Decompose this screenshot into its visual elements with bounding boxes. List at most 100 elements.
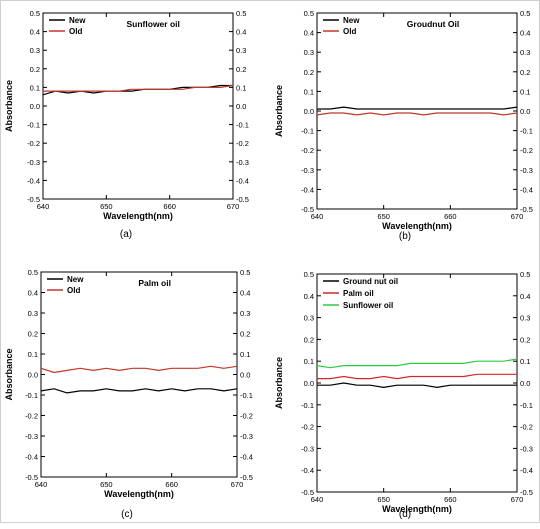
y-tick-label-left: -0.2 [301,423,314,432]
series-line-sunflower-oil [316,358,518,369]
x-tick-label: 650 [377,495,390,504]
chart-title: Palm oil [138,278,171,288]
plot-frame [316,12,518,210]
y-tick-label-right: 0.3 [236,46,246,55]
panel-caption: (c) [121,509,133,520]
legend-label: Palm oil [343,289,374,298]
y-tick-label-right: -0.3 [240,432,253,441]
y-tick-label-left: 0.0 [28,371,38,380]
y-tick-label-right: -0.5 [520,488,533,497]
y-tick-label-right: 0.2 [236,65,246,74]
y-tick-label-left: -0.4 [25,453,38,462]
y-tick-label-right: 0.0 [520,107,530,116]
x-axis-label: Wavelength(nm) [103,211,173,221]
y-tick-label-left: -0.1 [301,127,314,136]
legend-label: New [69,16,86,25]
x-tick-label: 640 [37,202,50,211]
y-tick-label-right: -0.3 [520,166,533,175]
legend-label: Old [67,286,80,295]
panel-d: -0.5 -0.5 -0.4 -0.4 -0.3 -0.3 -0.2 -0.2 -0.1 -0.1… [271,259,540,524]
x-tick-label: 640 [311,212,324,221]
series-line-new [40,388,238,394]
x-tick-label: 660 [163,202,176,211]
legend-label: New [343,16,360,25]
y-tick-label-left: 0.0 [30,102,40,111]
y-tick-label-right: -0.3 [520,444,533,453]
y-tick-label-left: 0.5 [304,270,314,279]
y-tick-label-right: 0.1 [236,83,246,92]
y-tick-label-right: 0.0 [520,379,530,388]
panel-c: -0.5 -0.5 -0.4 -0.4 -0.3 -0.3 -0.2 -0.2 -0.1 -0.1… [1,259,271,524]
chart-title: Sunflower oil [127,19,180,29]
y-tick-label-left: -0.5 [27,195,40,204]
panel-caption: (d) [399,509,411,520]
y-tick-label-left: 0.3 [304,314,314,323]
y-tick-label-right: 0.5 [240,268,250,277]
y-tick-label-right: -0.1 [520,127,533,136]
y-tick-label-right: -0.5 [240,473,253,482]
y-tick-label-left: 0.2 [304,68,314,77]
x-tick-label: 650 [100,202,113,211]
y-tick-label-left: -0.5 [301,205,314,214]
y-axis-label: Absorbance [4,80,14,132]
y-tick-label-right: 0.4 [240,289,250,298]
series-line-palm-oil [317,373,517,380]
y-tick-label-right: -0.4 [240,453,253,462]
y-tick-label-left: -0.4 [301,466,314,475]
y-tick-label-right: 0.3 [520,48,530,57]
y-tick-label-left: 0.0 [304,379,314,388]
y-tick-label-left: 0.1 [304,87,314,96]
legend-label: New [67,275,84,284]
y-tick-label-left: -0.2 [27,139,40,148]
y-tick-label-right: 0.0 [236,102,246,111]
plot-frame [42,12,234,200]
y-tick-label-right: -0.5 [520,205,533,214]
x-tick-label: 650 [100,480,113,489]
y-tick-label-right: -0.2 [236,139,249,148]
y-tick-label-left: 0.2 [28,330,38,339]
chart-svg: -0.5 -0.5 -0.4 -0.4 -0.3 -0.3 -0.2 -0.2 -0.1 -0.1… [4,268,253,520]
panel-a: -0.5 -0.5 -0.4 -0.4 -0.3 -0.3 -0.2 -0.2 -0.1 -0.1… [1,1,271,251]
x-tick-label: 670 [227,202,240,211]
y-tick-label-right: 0.1 [520,357,530,366]
x-tick-label: 660 [165,480,178,489]
y-tick-label-left: 0.1 [28,350,38,359]
y-tick-label-right: -0.1 [240,391,253,400]
y-tick-label-left: -0.2 [25,412,38,421]
y-tick-label-left: -0.4 [301,185,314,194]
series-line-old [40,365,238,374]
chart-svg: -0.5 -0.5 -0.4 -0.4 -0.3 -0.3 -0.2 -0.2 -0.1 -0.1… [274,270,533,520]
y-tick-label-left: -0.5 [301,488,314,497]
y-tick-label-right: 0.5 [520,270,530,279]
y-tick-label-left: -0.3 [301,166,314,175]
y-tick-label-right: -0.5 [236,195,249,204]
y-tick-label-right: -0.2 [520,146,533,155]
y-axis-label: Absorbance [274,357,284,409]
y-tick-label-right: 0.0 [240,371,250,380]
y-tick-label-left: 0.5 [304,9,314,18]
y-tick-label-right: 0.5 [236,9,246,18]
chart-svg: -0.5 -0.5 -0.4 -0.4 -0.3 -0.3 -0.2 -0.2 -0.1 -0.1… [4,9,249,240]
y-tick-label-left: 0.4 [304,292,314,301]
y-tick-label-left: 0.4 [28,289,38,298]
chart-title: Groudnut Oil [407,19,459,29]
y-tick-label-right: 0.3 [520,314,530,323]
y-tick-label-right: 0.4 [236,28,246,37]
y-tick-label-left: -0.1 [301,401,314,410]
y-tick-label-right: -0.4 [236,176,249,185]
y-tick-label-right: 0.1 [520,87,530,96]
series-line-new [317,106,518,110]
y-tick-label-left: -0.1 [27,121,40,130]
x-tick-label: 650 [377,212,390,221]
series-line-ground-nut-oil [317,382,517,388]
series-line-old [316,112,518,116]
y-tick-label-left: 0.3 [28,309,38,318]
y-tick-label-right: -0.4 [520,185,533,194]
y-tick-label-left: -0.2 [301,146,314,155]
y-tick-label-left: 0.4 [304,29,314,38]
panel-b: -0.5 -0.5 -0.4 -0.4 -0.3 -0.3 -0.2 -0.2 -0.1 -0.1… [271,1,540,251]
legend-label: Sunflower oil [343,301,393,310]
y-tick-label-right: -0.2 [520,423,533,432]
y-tick-label-left: 0.5 [28,268,38,277]
y-tick-label-left: 0.2 [304,335,314,344]
